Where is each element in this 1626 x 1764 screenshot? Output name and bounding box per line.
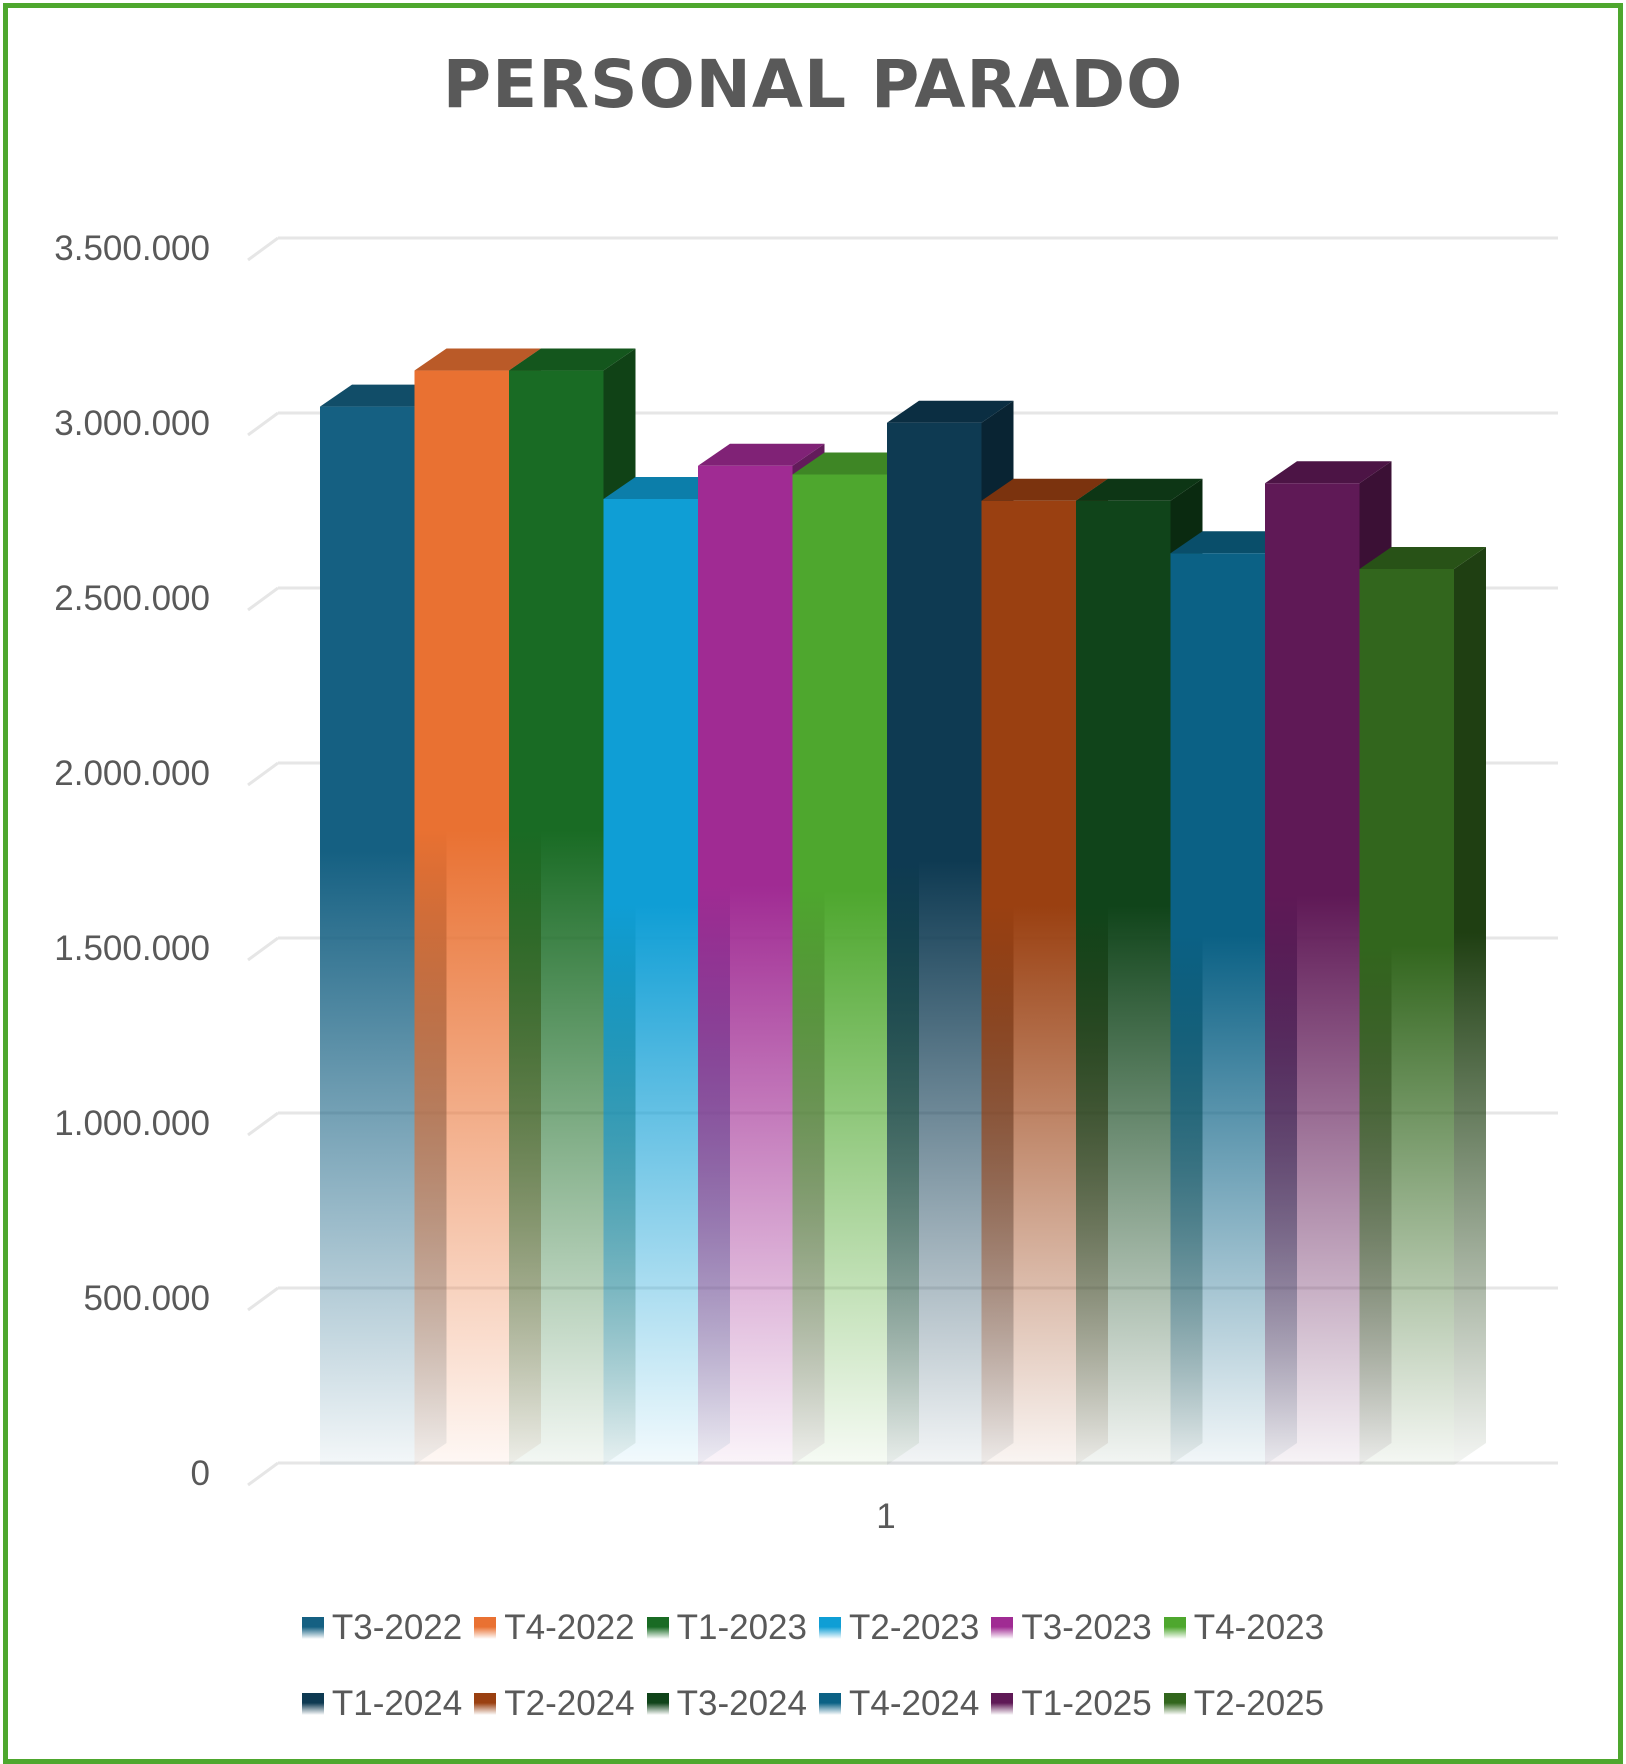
legend-label: T4-2024 bbox=[849, 1684, 980, 1723]
legend-swatch bbox=[819, 1693, 841, 1715]
y-axis-tick-labels: 0 500.000 1.000.000 1.500.000 2.000.000 2.500… bbox=[54, 229, 210, 1493]
x-axis-tick-labels: 1 bbox=[876, 1497, 895, 1536]
legend-item: T2-2024 bbox=[474, 1684, 635, 1724]
gridline-depth bbox=[247, 586, 279, 612]
bar-front bbox=[698, 465, 793, 1465]
legend-swatch bbox=[1163, 1693, 1186, 1715]
legend-label: T3-2022 bbox=[331, 1608, 463, 1647]
chart-plot-area: 0 500.000 1.000.000 1.500.000 2.000.000 2.500… bbox=[54, 229, 1558, 1536]
bar-side bbox=[1454, 547, 1486, 1465]
bar-top bbox=[981, 478, 1108, 501]
y-tick-label: 3.000.000 bbox=[54, 404, 210, 443]
bar-top bbox=[1265, 461, 1392, 484]
x-tick-label: 1 bbox=[876, 1497, 895, 1536]
legend-label: T3-2024 bbox=[676, 1684, 807, 1723]
legend-label: T1-2023 bbox=[676, 1608, 807, 1647]
bar-top bbox=[698, 443, 825, 466]
legend-label: T2-2023 bbox=[849, 1608, 980, 1647]
legend-item: T4-2024 bbox=[819, 1684, 979, 1724]
legend-label: T3-2023 bbox=[1021, 1608, 1152, 1647]
legend-item: T3-2022 bbox=[301, 1608, 463, 1648]
legend-label: T2-2024 bbox=[504, 1684, 635, 1723]
bar-top bbox=[1076, 478, 1203, 501]
legend-item: T2-2025 bbox=[1163, 1684, 1325, 1724]
legend-item: T2-2023 bbox=[819, 1608, 979, 1648]
legend-swatch bbox=[991, 1617, 1014, 1639]
bar-front bbox=[1265, 483, 1360, 1465]
bar-front bbox=[1359, 569, 1454, 1465]
y-tick-label: 3.500.000 bbox=[54, 229, 210, 268]
chart-title: PERSONAL PARADO bbox=[442, 46, 1184, 123]
legend-item: T4-2023 bbox=[1163, 1608, 1325, 1648]
legend-item: T1-2024 bbox=[301, 1684, 463, 1724]
legend-label: T4-2023 bbox=[1193, 1608, 1325, 1647]
legend-item: T4-2022 bbox=[474, 1608, 635, 1648]
legend-swatch bbox=[474, 1693, 497, 1715]
bar-top bbox=[414, 348, 541, 371]
y-tick-label: 2.500.000 bbox=[54, 579, 210, 618]
gridline-depth bbox=[247, 411, 279, 437]
legend-swatch bbox=[474, 1617, 497, 1639]
bar-front bbox=[887, 422, 982, 1466]
legend: T3-2022 T4-2022 T1-2023 T2-2023 T3-2023 T4-20… bbox=[0, 1590, 1626, 1742]
bar-top bbox=[1359, 547, 1486, 569]
bar-T2-2025 bbox=[1359, 547, 1486, 1465]
legend-item: T1-2023 bbox=[646, 1608, 807, 1648]
bar-front bbox=[320, 406, 415, 1466]
legend-swatch bbox=[1163, 1617, 1186, 1639]
legend-swatch bbox=[991, 1693, 1014, 1715]
legend-label: T4-2022 bbox=[504, 1608, 635, 1647]
legend-swatch bbox=[646, 1693, 669, 1715]
bar-front bbox=[509, 370, 604, 1465]
gridline-depth bbox=[247, 761, 279, 787]
legend-label: T1-2024 bbox=[331, 1684, 463, 1723]
gridline-depth bbox=[247, 236, 279, 262]
legend-item: T3-2023 bbox=[991, 1608, 1152, 1648]
legend-swatch bbox=[646, 1617, 669, 1639]
legend-swatch bbox=[819, 1617, 841, 1639]
y-tick-label: 2.000.000 bbox=[54, 754, 210, 793]
y-tick-label: 1.500.000 bbox=[54, 929, 210, 968]
bar-front bbox=[792, 474, 887, 1465]
y-tick-label: 1.000.000 bbox=[54, 1104, 210, 1143]
bars bbox=[320, 348, 1486, 1466]
bar-top bbox=[887, 400, 1014, 423]
legend-row: T1-2024 T2-2024 T3-2024 T4-2024 T1-2025 T2-20… bbox=[0, 1666, 1626, 1742]
gridline-depth bbox=[247, 936, 279, 962]
bar-front bbox=[1170, 553, 1265, 1465]
bar-front bbox=[414, 370, 509, 1465]
bar-front bbox=[981, 500, 1076, 1465]
y-tick-label: 0 bbox=[191, 1454, 210, 1493]
y-tick-label: 500.000 bbox=[83, 1279, 210, 1318]
legend-row: T3-2022 T4-2022 T1-2023 T2-2023 T3-2023 T4-20… bbox=[0, 1590, 1626, 1666]
legend-item: T3-2024 bbox=[646, 1684, 807, 1724]
legend-label: T1-2025 bbox=[1021, 1684, 1152, 1723]
legend-label: T2-2025 bbox=[1193, 1684, 1325, 1723]
bar-front bbox=[603, 499, 698, 1465]
legend-swatch bbox=[301, 1693, 324, 1715]
legend-item: T1-2025 bbox=[991, 1684, 1152, 1724]
bar-top bbox=[509, 348, 636, 371]
legend-swatch bbox=[301, 1617, 324, 1639]
gridline-depth bbox=[247, 1286, 279, 1312]
bar-front bbox=[1076, 500, 1171, 1465]
gridline-depth bbox=[247, 1111, 279, 1137]
gridline-depth bbox=[247, 1461, 279, 1487]
